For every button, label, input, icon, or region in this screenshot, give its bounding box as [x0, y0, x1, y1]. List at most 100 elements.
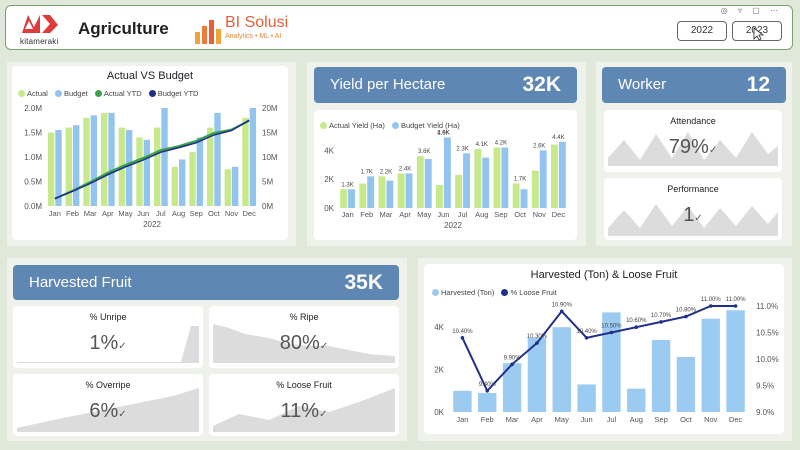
mini-value: 1✓	[604, 204, 782, 227]
line-actual-ytd	[54, 119, 250, 200]
data-label: 9.40%	[479, 382, 497, 388]
bar-actual	[171, 166, 178, 206]
bar-harvested	[627, 388, 646, 412]
bi-solusi-logo: BI Solusi Analytics • ML • AI	[193, 14, 303, 46]
x-tick-label: May	[555, 415, 569, 424]
bar-budget	[55, 130, 62, 206]
mini-value: 1%✓	[13, 332, 203, 355]
x-axis-label: 2022	[143, 220, 161, 229]
bar-actual-yield	[493, 147, 501, 208]
x-tick-label: Dec	[552, 210, 566, 219]
point-loose-fruit	[559, 309, 564, 314]
data-label: 1.6K	[437, 130, 449, 136]
x-tick-label: Jul	[458, 210, 468, 219]
bar-budget-yield	[386, 180, 394, 208]
mini-title: % Overripe	[85, 380, 131, 390]
x-tick-label: May	[118, 209, 132, 218]
visual-header-icons[interactable]: ◎ ▿ ▢ ⋯	[720, 6, 782, 15]
data-label: 1.7K	[361, 169, 373, 175]
x-tick-label: May	[417, 210, 431, 219]
x-tick-label: Apr	[102, 209, 114, 218]
bar-actual-yield	[416, 156, 424, 208]
mini-title: % Loose Fruit	[276, 380, 332, 390]
bar-budget-yield	[348, 189, 355, 208]
attendance-value: 79%	[668, 136, 709, 158]
data-label: 4.4K	[552, 135, 564, 141]
y-tick-label: 4K	[434, 323, 444, 332]
y-tick-label: 2K	[434, 366, 444, 375]
legend-item-budget[interactable]: Budget	[54, 89, 88, 98]
bar-harvested	[502, 363, 522, 412]
data-label: 10.40%	[452, 329, 473, 335]
y2-tick-label: 15M	[262, 129, 278, 138]
point-loose-fruit	[510, 362, 514, 367]
bar-budget-yield	[539, 150, 547, 208]
bar-budget-yield	[443, 137, 451, 208]
x-tick-label: Apr	[399, 210, 411, 219]
x-tick-label: Nov	[225, 209, 239, 218]
legend-item-actual-ytd[interactable]: Actual YTD	[94, 89, 142, 98]
legend-item-actual-yield[interactable]: Actual Yield (Ha)	[320, 121, 385, 130]
legend-item-actual[interactable]: Actual	[18, 89, 48, 98]
x-tick-label: Nov	[704, 415, 718, 424]
bar-actual-yield	[340, 189, 348, 208]
data-label: 3.6K	[418, 149, 430, 155]
mini-value: 6%✓	[13, 400, 203, 423]
bar-budget	[232, 166, 239, 206]
bar-harvested	[577, 384, 596, 412]
bi-sub: Analytics • ML • AI	[225, 33, 282, 40]
check-icon: ✓	[708, 145, 718, 156]
bar-harvested	[527, 337, 547, 412]
overripe-sparkline	[17, 388, 199, 432]
actual-vs-budget-chart: 0.0M 0.5M 1.0M 1.5M 2.0M 0M 5M 10M 15M 20M Jan Feb M…	[24, 104, 278, 229]
check-icon: ✓	[319, 341, 329, 352]
legend-item-harvested[interactable]: Harvested (Ton)	[432, 288, 494, 297]
bar-actual-yield	[531, 170, 539, 208]
x-tick-label: Sep	[654, 415, 667, 424]
y-tick-label: 4K	[324, 146, 334, 155]
chart-legend: Actual Yield (Ha) Budget Yield (Ha)	[320, 121, 465, 130]
legend-item-budget-ytd[interactable]: Budget YTD	[148, 89, 198, 98]
legend-item-budget-yield[interactable]: Budget Yield (Ha)	[391, 121, 460, 130]
point-loose-fruit	[634, 325, 639, 329]
data-label: 1.7K	[514, 177, 526, 183]
point-loose-fruit	[659, 320, 663, 324]
mini-value: 80%✓	[209, 332, 399, 355]
bar-budget-yield	[405, 173, 413, 208]
loose-fruit-sparkline	[213, 388, 395, 432]
x-tick-label: Sep	[189, 209, 202, 218]
bar-harvested	[453, 390, 472, 412]
y2-tick-label: 5M	[262, 178, 273, 187]
y2-tick-label: 10.5%	[756, 329, 779, 338]
mini-title: % Ripe	[289, 312, 319, 322]
bar-actual-yield	[474, 148, 482, 208]
legend-item-loose-fruit[interactable]: % Loose Fruit	[501, 288, 557, 297]
x-axis-label: 2022	[444, 221, 462, 230]
x-tick-label: Feb	[481, 415, 494, 424]
data-label: 10.60%	[626, 318, 647, 324]
line-budget-ytd	[54, 119, 250, 200]
line-loose-fruit	[461, 305, 736, 393]
x-tick-label: Jun	[137, 209, 149, 218]
y2-tick-label: 9.5%	[756, 382, 774, 391]
kpi-value: 35K	[344, 271, 383, 294]
y-tick-label: 0.0M	[24, 202, 42, 211]
year-button-2022[interactable]: 2022	[677, 21, 727, 41]
x-tick-label: Jul	[607, 415, 617, 424]
bar-budget	[179, 159, 186, 206]
x-tick-label: Oct	[514, 210, 527, 219]
bar-actual	[83, 117, 90, 206]
kitameraki-logo-icon	[22, 15, 58, 33]
x-tick-label: Oct	[208, 209, 221, 218]
bar-harvested	[726, 310, 745, 412]
bar-harvested	[478, 392, 497, 412]
y2-tick-label: 9.0%	[756, 408, 774, 417]
bar-harvested	[602, 312, 621, 412]
yield-chart: 0K 2K 4K 1.3K Jan 1.7K Feb 2.2K Mar 2.4K Apr 3.6K Ma…	[324, 130, 566, 230]
bar-budget-yield	[501, 147, 509, 208]
y-tick-label: 1.0M	[24, 153, 42, 162]
bar-budget-yield	[424, 159, 432, 208]
y-tick-label: 0K	[434, 408, 444, 417]
data-label: 2.3K	[456, 146, 468, 152]
bar-actual	[136, 137, 143, 206]
